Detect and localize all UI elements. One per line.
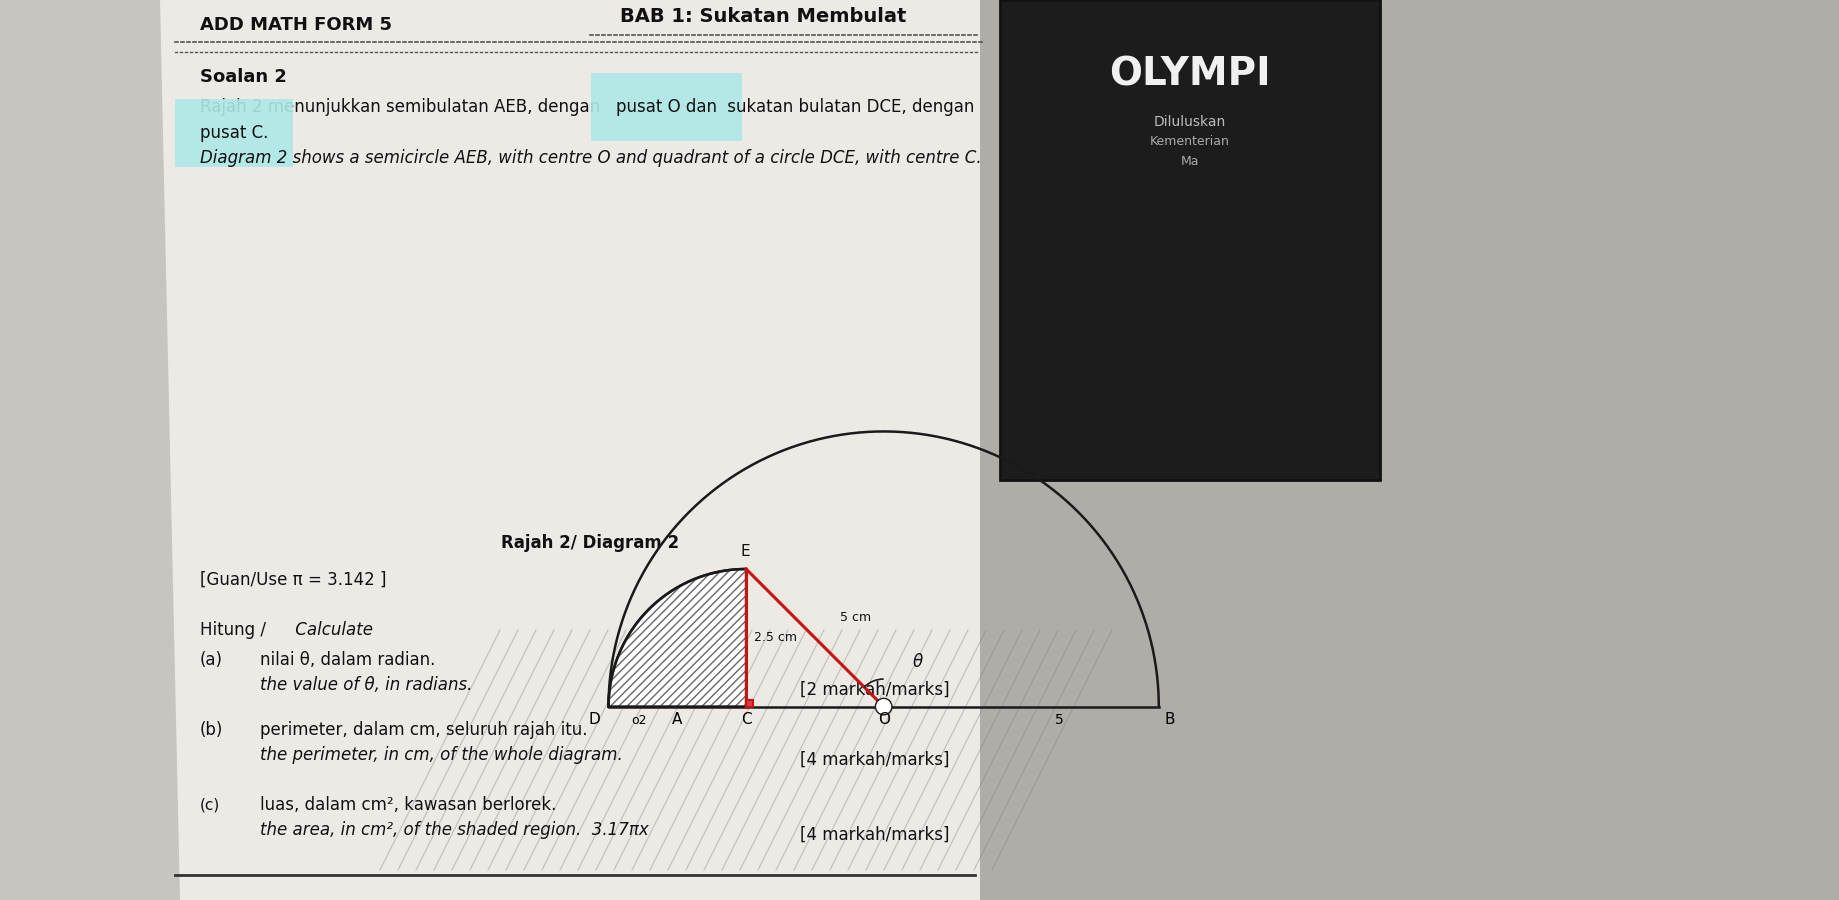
Text: the area, in cm², of the shaded region.  3.17πx: the area, in cm², of the shaded region. … — [259, 821, 649, 839]
Text: Soalan 2: Soalan 2 — [200, 68, 287, 86]
Text: Calculate: Calculate — [291, 621, 373, 639]
Text: Hitung /: Hitung / — [200, 621, 267, 639]
Text: nilai θ, dalam radian.: nilai θ, dalam radian. — [259, 651, 436, 669]
Text: OLYMPI: OLYMPI — [1109, 55, 1271, 93]
Text: C: C — [741, 712, 752, 727]
Text: pusat C.: pusat C. — [200, 124, 268, 142]
Text: O: O — [877, 712, 890, 727]
Text: Rajah 2 menunjukkan semibulatan AEB, dengan: Rajah 2 menunjukkan semibulatan AEB, den… — [200, 98, 605, 116]
Text: perimeter, dalam cm, seluruh rajah itu.: perimeter, dalam cm, seluruh rajah itu. — [259, 721, 587, 739]
Text: luas, dalam cm², kawasan berlorek.: luas, dalam cm², kawasan berlorek. — [259, 796, 557, 814]
Polygon shape — [609, 569, 747, 706]
Text: sukatan bulatan DCE, dengan: sukatan bulatan DCE, dengan — [723, 98, 975, 116]
Text: [2 markah/marks]: [2 markah/marks] — [800, 681, 951, 699]
Bar — [1000, 0, 1379, 480]
Text: [Guan/Use π = 3.142 ]: [Guan/Use π = 3.142 ] — [200, 571, 386, 589]
Text: (b): (b) — [200, 721, 223, 739]
Text: (a): (a) — [200, 651, 223, 669]
Text: [4 markah/marks]: [4 markah/marks] — [800, 751, 951, 769]
Circle shape — [875, 698, 892, 715]
Text: B: B — [1164, 712, 1175, 727]
Text: Diluluskan: Diluluskan — [1153, 115, 1227, 129]
Text: A: A — [671, 712, 682, 727]
Text: Kementerian: Kementerian — [1149, 135, 1230, 148]
Text: 5 cm: 5 cm — [840, 611, 870, 625]
Bar — [160, 0, 980, 900]
Text: 2.5 cm: 2.5 cm — [754, 631, 798, 644]
Text: θ: θ — [912, 652, 923, 670]
Text: Ma: Ma — [1181, 155, 1199, 168]
Text: o2: o2 — [631, 715, 647, 727]
Text: BAB 1: Sukatan Membulat: BAB 1: Sukatan Membulat — [620, 7, 907, 26]
Text: ADD MATH FORM 5: ADD MATH FORM 5 — [200, 16, 392, 34]
Polygon shape — [747, 700, 752, 706]
Text: pusat O dan: pusat O dan — [616, 98, 717, 116]
Text: Rajah 2/ Diagram 2: Rajah 2/ Diagram 2 — [500, 534, 679, 552]
Text: D: D — [588, 712, 601, 727]
Text: E: E — [739, 544, 750, 559]
Text: [4 markah/marks]: [4 markah/marks] — [800, 826, 951, 844]
Bar — [980, 0, 1839, 900]
Polygon shape — [0, 0, 180, 900]
Text: (c): (c) — [200, 798, 221, 813]
Text: Diagram 2 shows a semicircle AEB, with centre O and quadrant of a circle DCE, wi: Diagram 2 shows a semicircle AEB, with c… — [200, 149, 982, 167]
Text: 5: 5 — [1056, 713, 1065, 727]
Text: the value of θ, in radians.: the value of θ, in radians. — [259, 676, 473, 694]
Text: the perimeter, in cm, of the whole diagram.: the perimeter, in cm, of the whole diagr… — [259, 746, 623, 764]
